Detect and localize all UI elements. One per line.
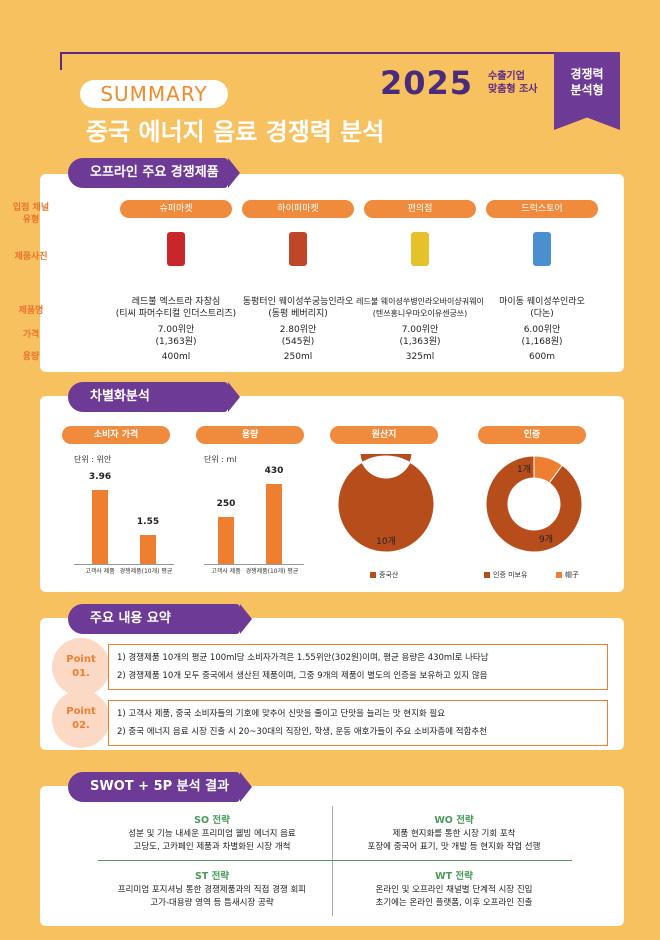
product-name: 레드불 엑스트라 자창심 (티씨 파머수티컬 인더스트리즈) [115, 297, 237, 319]
bar [218, 517, 234, 564]
report-year-subtitle: 수출기업 맞춤형 조사 [488, 70, 537, 96]
donut-slice [337, 454, 435, 553]
donut-slice [533, 455, 563, 484]
section-tab-diff: 차별화분석 [68, 382, 240, 412]
legend-swatch [370, 572, 376, 578]
bar [92, 490, 108, 564]
section-tab-swot: SWOT + 5P 분석 결과 [68, 772, 252, 802]
origin-legend: 중국산 [370, 570, 398, 580]
x-tick-label: 고객사 제품 [85, 568, 115, 575]
tag-line-2: 분석형 [570, 83, 604, 97]
report-type-tag: 경쟁력 분석형 [554, 52, 620, 130]
product-photo [167, 232, 185, 266]
swot-so-title: SO 전략 [194, 815, 230, 826]
year-sub-line-1: 수출기업 [488, 71, 525, 82]
row-label-channel: 입점 채널 유형 [12, 203, 50, 225]
product-volume: 325ml [405, 352, 435, 362]
product-photo [533, 232, 551, 266]
product-volume: 400ml [161, 352, 191, 362]
swot-divider-horizontal [98, 860, 572, 861]
point-box: 1) 고객사 제품, 중국 소비자들의 기호에 맞추어 신맛을 줄이고 단맛을 … [108, 700, 608, 746]
product-photo [289, 232, 307, 266]
x-tick-label: 고객사 제품 [211, 568, 241, 575]
product-photo [411, 232, 429, 266]
cert-legend-b: 帽子 [556, 570, 579, 580]
chart-pill-origin: 원산지 [330, 426, 438, 444]
section-tab-summary: 주요 내용 요약 [68, 604, 252, 634]
swot-so-text: 성분 및 기능 내세운 프리미엄 웰빙 에너지 음료 고당도, 고카페인 제품과 … [128, 829, 296, 852]
point-badge: Point 01. [52, 638, 110, 696]
volume-x-axis [204, 564, 304, 565]
page-title: 중국 에너지 음료 경쟁력 분석 [86, 118, 385, 146]
product-price: 2.80위안 (545원) [279, 325, 317, 347]
legend-label: 인증 미보유 [493, 571, 528, 579]
product-volume: 250ml [283, 352, 313, 362]
donut-label: 9개 [539, 534, 553, 545]
swot-st-text: 프리미엄 포지셔닝 통한 경쟁제품과의 직접 경쟁 회피 고가-대용량 영역 등 … [117, 885, 307, 908]
x-tick-label: 경쟁제품(10개) 평균 [119, 568, 173, 575]
product-price: 7.00위안 (1,363원) [399, 325, 441, 347]
chart-pill-price: 소비자 가격 [62, 426, 170, 444]
bar-value-label: 430 [264, 466, 284, 476]
origin-donut-chart: 10개 [337, 454, 435, 553]
row-label-photo: 제품사진 [14, 252, 48, 262]
header-rule-vertical [60, 52, 62, 70]
chart-pill-volume: 용량 [196, 426, 304, 444]
x-tick-label: 경쟁제품(10개) 평균 [245, 568, 299, 575]
row-label-price: 가격 [22, 330, 40, 340]
legend-label: 중국산 [379, 571, 399, 579]
channel-pill: 편의점 [364, 200, 476, 218]
point-line: 2) 중국 에너지 음료 시장 진출 시 20~30대의 직장인, 학생, 운동… [117, 727, 488, 737]
bar-value-label: 250 [216, 499, 236, 510]
bar-value-label: 1.55 [136, 517, 160, 528]
volume-unit: 단위 : ml [204, 455, 237, 464]
tag-line-1: 경쟁력 [570, 67, 604, 81]
cert-donut-chart: 9개 1개 [485, 455, 583, 553]
donut-slice [485, 455, 583, 553]
price-x-axis [74, 564, 174, 565]
header-rule [60, 52, 560, 54]
bar-value-label: 3.96 [88, 472, 112, 482]
swot-wo-title: WO 전략 [434, 815, 474, 826]
swot-wt-text: 온라인 및 오프라인 채널별 단계적 시장 진입 초기에는 온라인 플랫폼, 이후… [375, 885, 533, 908]
product-price: 7.00위안 (1,363원) [155, 325, 197, 347]
channel-pill: 드럭스토어 [486, 200, 598, 218]
swot-st-title: ST 전략 [194, 871, 230, 882]
donut-label: 10개 [376, 536, 396, 547]
point-badge: Point 02. [52, 690, 110, 748]
point-box: 1) 경쟁제품 10개의 평균 100ml당 소비자가격은 1.55위안(302… [108, 644, 608, 690]
point-line: 2) 경쟁제품 10개 모두 중국에서 생산된 제품이며, 그중 9개의 제품이… [117, 671, 488, 681]
legend-swatch [556, 572, 562, 578]
bar [140, 535, 156, 564]
product-name: 레드불 웨이셩쑤병인라오바이샹궈웨이 (텐쓰홍니우마오이유센궁쓰) [356, 297, 484, 318]
legend-label: 帽子 [565, 571, 579, 579]
channel-pill: 하이퍼마켓 [242, 200, 354, 218]
point-line: 1) 고객사 제품, 중국 소비자들의 기호에 맞추어 신맛을 줄이고 단맛을 … [117, 709, 446, 719]
price-unit: 단위 : 위안 [74, 455, 112, 464]
chart-pill-cert: 인증 [478, 426, 586, 444]
product-name: 동펑터인 웨이성쑤궁능인라오 (동펑 베버리지) [242, 297, 354, 319]
point-line: 1) 경쟁제품 10개의 평균 100ml당 소비자가격은 1.55위안(302… [117, 653, 489, 663]
row-label-name: 제품명 [18, 306, 44, 316]
swot-divider-vertical [332, 806, 333, 916]
summary-badge: SUMMARY [80, 80, 228, 108]
report-year: 2025 [380, 64, 474, 102]
legend-swatch [484, 572, 490, 578]
product-volume: 600m [529, 352, 555, 362]
product-price: 6.00위안 (1,168원) [521, 325, 563, 347]
cert-legend-a: 인증 미보유 [484, 570, 527, 580]
product-name: 마이동 웨이성쑤인라오 (다논) [499, 297, 585, 319]
swot-wt-title: WT 전략 [435, 871, 473, 882]
channel-pill: 슈퍼마켓 [120, 200, 232, 218]
donut-label: 1개 [517, 464, 531, 475]
bar [266, 484, 282, 564]
swot-wo-text: 제품 현지화를 통한 시장 기회 포착 포장에 중국어 표기, 맛 개발 등 현지… [367, 829, 541, 852]
row-label-volume: 용량 [22, 352, 40, 362]
year-sub-line-2: 맞춤형 조사 [488, 84, 538, 95]
section-tab-offline: 오프라인 주요 경쟁제품 [68, 158, 240, 188]
